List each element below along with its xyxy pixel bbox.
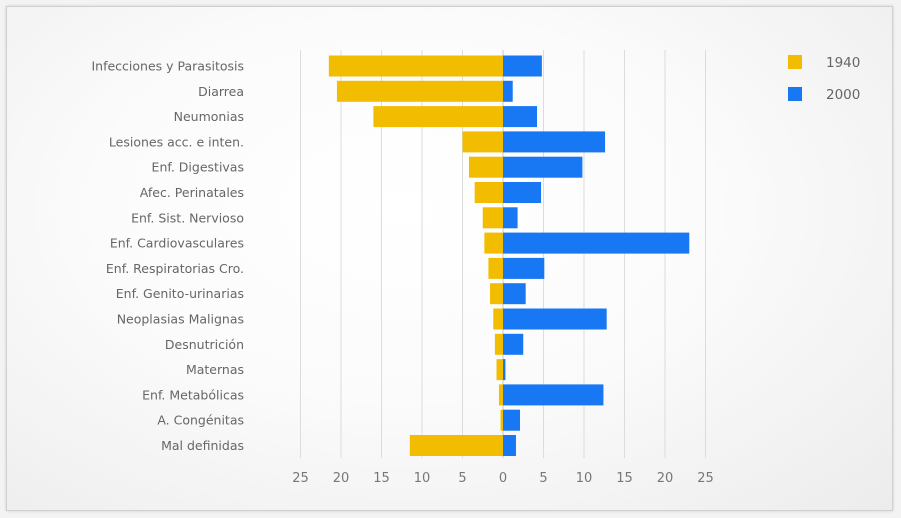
category-label: Enf. Genito-urinarias <box>116 286 244 301</box>
legend-label: 2000 <box>826 87 860 103</box>
bar-2000 <box>503 257 545 279</box>
bar-2000 <box>503 333 524 355</box>
category-label: Infecciones y Parasitosis <box>91 59 244 74</box>
bar-1940 <box>490 283 503 305</box>
bar-1940 <box>468 156 503 178</box>
legend-label: 1940 <box>826 55 860 71</box>
bar-1940 <box>373 106 503 128</box>
category-label: Lesiones acc. e inten. <box>109 134 244 149</box>
category-labels: Infecciones y Parasitosis Diarrea Neumonia… <box>91 59 244 454</box>
category-label: Diarrea <box>198 84 244 99</box>
category-label: Maternas <box>186 362 244 377</box>
legend: 1940 2000 <box>788 55 860 103</box>
x-tick-label: 10 <box>414 471 431 486</box>
bar-2000 <box>503 106 538 128</box>
category-label: Neoplasias Malignas <box>117 312 244 327</box>
bar-2000 <box>503 55 542 77</box>
legend-swatch <box>788 87 802 101</box>
x-tick-label: 15 <box>373 471 390 486</box>
bar-2000 <box>503 80 513 102</box>
x-tick-label: 5 <box>539 471 547 486</box>
bar-1940 <box>494 333 503 355</box>
bars <box>328 55 690 456</box>
bar-1940 <box>484 232 503 254</box>
bar-2000 <box>503 359 506 381</box>
bar-1940 <box>474 182 503 203</box>
bar-2000 <box>503 232 690 254</box>
x-tick-label: 10 <box>576 471 593 486</box>
bar-2000 <box>503 409 521 431</box>
bar-1940 <box>496 359 503 381</box>
bar-1940 <box>488 257 503 279</box>
bar-2000 <box>503 283 526 305</box>
bar-1940 <box>500 409 503 431</box>
bar-2000 <box>503 384 604 406</box>
bar-1940 <box>493 308 503 330</box>
bar-2000 <box>503 207 518 229</box>
category-label: Desnutrición <box>165 337 244 352</box>
x-tick-label: 25 <box>292 471 309 486</box>
category-label: Enf. Cardiovasculares <box>110 236 244 251</box>
bar-2000 <box>503 131 606 153</box>
category-label: Enf. Metabólicas <box>142 387 244 402</box>
category-label: Enf. Digestivas <box>152 160 244 175</box>
x-tick-label: 0 <box>499 471 507 486</box>
x-tick-label: 5 <box>458 471 466 486</box>
category-label: Mal definidas <box>161 438 244 453</box>
category-label: Enf. Respiratorias Cro. <box>106 261 244 276</box>
x-tick-label: 20 <box>333 471 350 486</box>
bar-2000 <box>503 435 516 456</box>
x-tick-labels: 25 20 15 10 5 0 5 10 15 20 25 <box>292 471 714 486</box>
bar-1940 <box>328 55 503 77</box>
category-label: Neumonias <box>174 109 244 124</box>
x-tick-label: 20 <box>657 471 674 486</box>
bar-2000 <box>503 156 583 178</box>
bar-1940 <box>409 435 503 456</box>
x-tick-label: 25 <box>697 471 714 486</box>
category-label: Enf. Sist. Nervioso <box>131 210 244 225</box>
bar-2000 <box>503 308 607 330</box>
x-tick-label: 15 <box>616 471 633 486</box>
bar-1940 <box>336 80 503 102</box>
bar-1940 <box>482 207 503 229</box>
bar-2000 <box>503 182 542 203</box>
bar-1940 <box>462 131 503 153</box>
category-label: A. Congénitas <box>157 413 244 428</box>
bar-1940 <box>498 384 503 406</box>
category-label: Afec. Perinatales <box>140 185 244 200</box>
legend-swatch <box>788 55 802 69</box>
